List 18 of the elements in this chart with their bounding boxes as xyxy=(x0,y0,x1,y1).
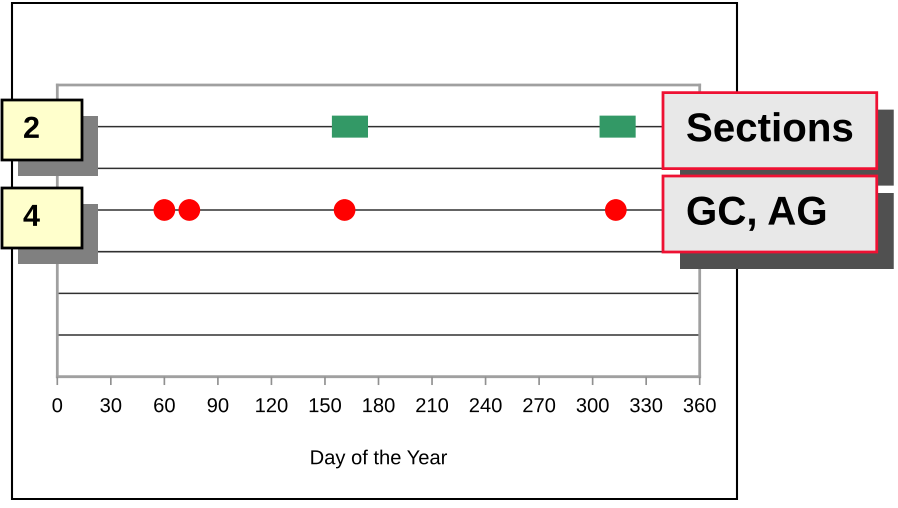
text: 2 xyxy=(24,116,39,138)
x-axis-title: Day of the Year xyxy=(311,450,448,468)
x-tick-label: 360 xyxy=(684,398,716,412)
x-tick-label: 210 xyxy=(416,398,448,412)
y-tick-label: Sections xyxy=(687,112,852,142)
text: 4 xyxy=(23,204,40,226)
x-tick-label: 240 xyxy=(470,398,502,412)
x-tick-label: 60 xyxy=(154,398,175,412)
x-tick-label: 270 xyxy=(523,398,556,412)
x-tick-label: 180 xyxy=(363,398,395,412)
x-tick-label: 90 xyxy=(208,398,228,412)
x-tick-label: 330 xyxy=(630,398,662,412)
x-tick-label: 150 xyxy=(310,398,341,412)
x-tick-label: 120 xyxy=(256,398,288,412)
y-tick-label: GC, AG xyxy=(688,196,826,231)
x-tick-label: 0 xyxy=(52,398,62,412)
x-tick-label: 30 xyxy=(100,398,122,412)
x-tick-label: 300 xyxy=(576,398,609,412)
